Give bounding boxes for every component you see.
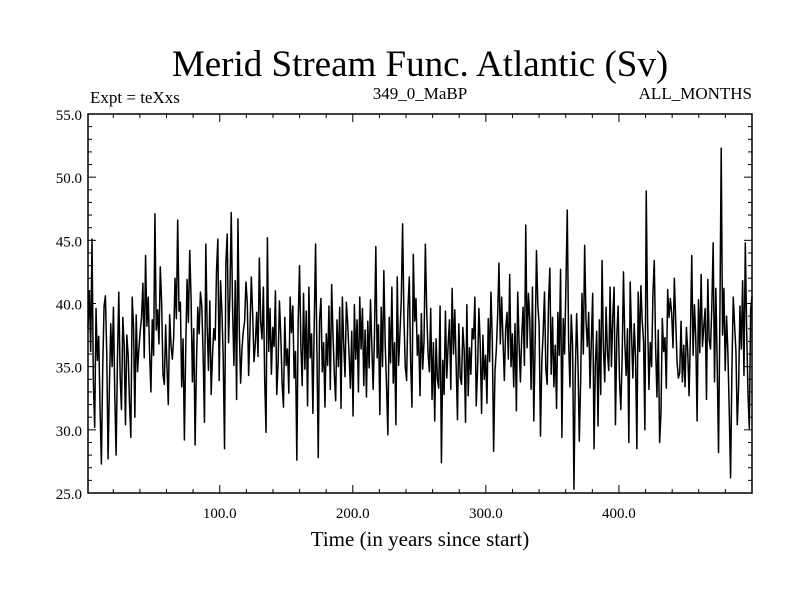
x-tick-label: 300.0 — [469, 506, 503, 522]
months-label: ALL_MONTHS — [639, 84, 752, 103]
x-tick-label: 400.0 — [602, 506, 636, 522]
y-tick-label: 25.0 — [56, 487, 82, 503]
x-axis: 100.0 200.0 300.0 400.0 — [112, 114, 726, 522]
y-tick-label: 35.0 — [56, 361, 82, 377]
y-tick-label: 45.0 — [56, 234, 82, 250]
y-tick-label: 50.0 — [56, 171, 82, 187]
x-tick-label: 200.0 — [336, 506, 370, 522]
x-axis-label: Time (in years since start) — [311, 527, 530, 551]
period-label: 349_0_MaBP — [373, 84, 467, 103]
series-line — [87, 147, 753, 490]
experiment-label: Expt = teXxs — [90, 88, 180, 107]
y-tick-label: 40.0 — [56, 298, 82, 314]
x-tick-label: 100.0 — [203, 506, 237, 522]
chart-title: Merid Stream Func. Atlantic (Sv) — [172, 44, 668, 85]
plot-frame — [87, 113, 753, 494]
y-tick-label: 55.0 — [56, 108, 82, 124]
y-tick-label: 30.0 — [56, 424, 82, 440]
